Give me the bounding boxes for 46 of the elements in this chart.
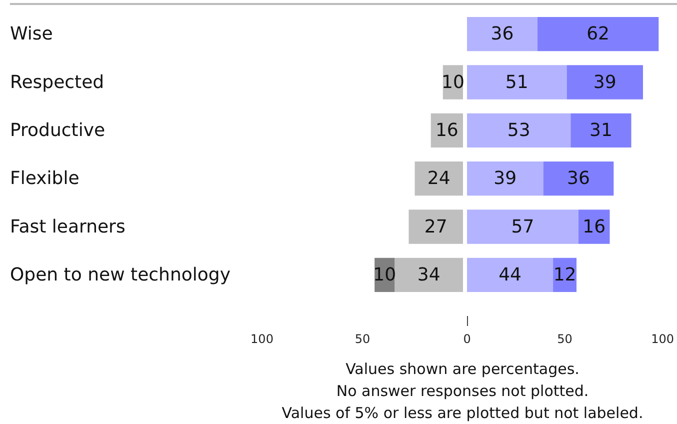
bar [543,161,614,196]
data-label: 10 [373,264,396,286]
data-label: 44 [498,264,522,286]
bar [467,65,567,100]
data-label: 24 [427,168,450,190]
y-tick-label: Productive [10,120,106,141]
data-label: 36 [567,168,590,190]
text: Values of 5% or less are plotted but not labeled. [282,404,644,422]
bar [467,16,538,52]
data-label: 10 [441,72,464,93]
x-tick-label: 0 [463,332,471,346]
bar [414,161,463,196]
data-label: 34 [417,264,440,286]
x-tick-label: 50 [557,332,572,346]
x-tick-label: 50 [354,332,370,346]
bar [394,258,463,292]
bar [467,210,578,244]
x-tick-label: 100 [651,332,674,346]
bar [537,16,659,52]
bar [570,113,632,148]
data-label: 39 [593,72,616,93]
data-label: 53 [507,120,530,141]
data-label: 39 [494,168,517,190]
data-label: 16 [582,216,606,238]
data-label: 27 [424,216,448,238]
data-label: 57 [511,216,534,238]
bar [578,210,610,244]
data-label: 31 [589,120,612,141]
bar [566,65,643,100]
text: Values shown are percentages. [346,360,580,378]
data-label: 36 [490,24,514,45]
data-label: 62 [586,24,610,45]
data-label: 51 [505,72,528,93]
data-label: 16 [435,120,458,141]
y-tick-label: Wise [10,24,53,45]
y-tick-label: Open to new technology [10,264,231,286]
text: No answer responses not plotted. [336,382,589,400]
bar [467,113,571,148]
bar [467,161,544,196]
y-tick-label: Respected [10,72,104,93]
data-label: 12 [553,264,576,286]
y-tick-label: Fast learners [10,216,126,238]
bar [408,210,463,244]
bar [467,258,554,292]
x-tick-label: 100 [250,332,274,346]
y-tick-label: Flexible [10,168,80,190]
